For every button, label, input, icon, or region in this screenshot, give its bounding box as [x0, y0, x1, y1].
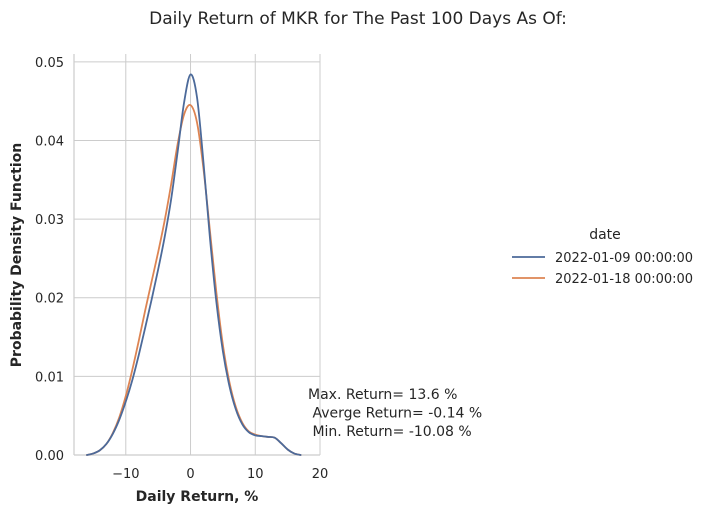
annotation-line: Min. Return= -10.08 % — [308, 424, 472, 440]
legend-title: date — [589, 227, 621, 243]
y-tick-label: 0.04 — [35, 134, 64, 149]
legend-label: 2022-01-09 00:00:00 — [555, 251, 693, 266]
y-tick-label: 0.01 — [35, 370, 64, 385]
x-tick-label: 0 — [186, 467, 194, 482]
annotation-line: Averge Return= -0.14 % — [308, 406, 482, 422]
stats-annotation: Max. Return= 13.6 % Averge Return= -0.14… — [308, 387, 482, 440]
y-axis-title: Probability Density Function — [9, 143, 25, 367]
legend: date 2022-01-09 00:00:00 2022-01-18 00:00… — [512, 227, 693, 287]
annotation-line: Max. Return= 13.6 % — [308, 387, 457, 403]
y-tick-label: 0.03 — [35, 213, 64, 228]
y-tick-label: 0.05 — [35, 56, 64, 71]
chart-title: Daily Return of MKR for The Past 100 Day… — [149, 9, 567, 29]
x-tick-label: −10 — [112, 467, 139, 482]
axes: −10 0 10 20 0.00 0.01 0.02 0.03 0.04 0.05 — [35, 54, 328, 482]
legend-label: 2022-01-18 00:00:00 — [555, 272, 693, 287]
x-tick-label: 10 — [247, 467, 264, 482]
series-line-1 — [86, 104, 302, 456]
series-lines — [86, 73, 302, 456]
y-tick-label: 0.02 — [35, 292, 64, 307]
x-axis-title: Daily Return, % — [136, 489, 259, 505]
y-tick-label: 0.00 — [35, 449, 64, 464]
series-line-0 — [86, 73, 302, 456]
x-tick-label: 20 — [312, 467, 329, 482]
grid — [74, 54, 321, 456]
